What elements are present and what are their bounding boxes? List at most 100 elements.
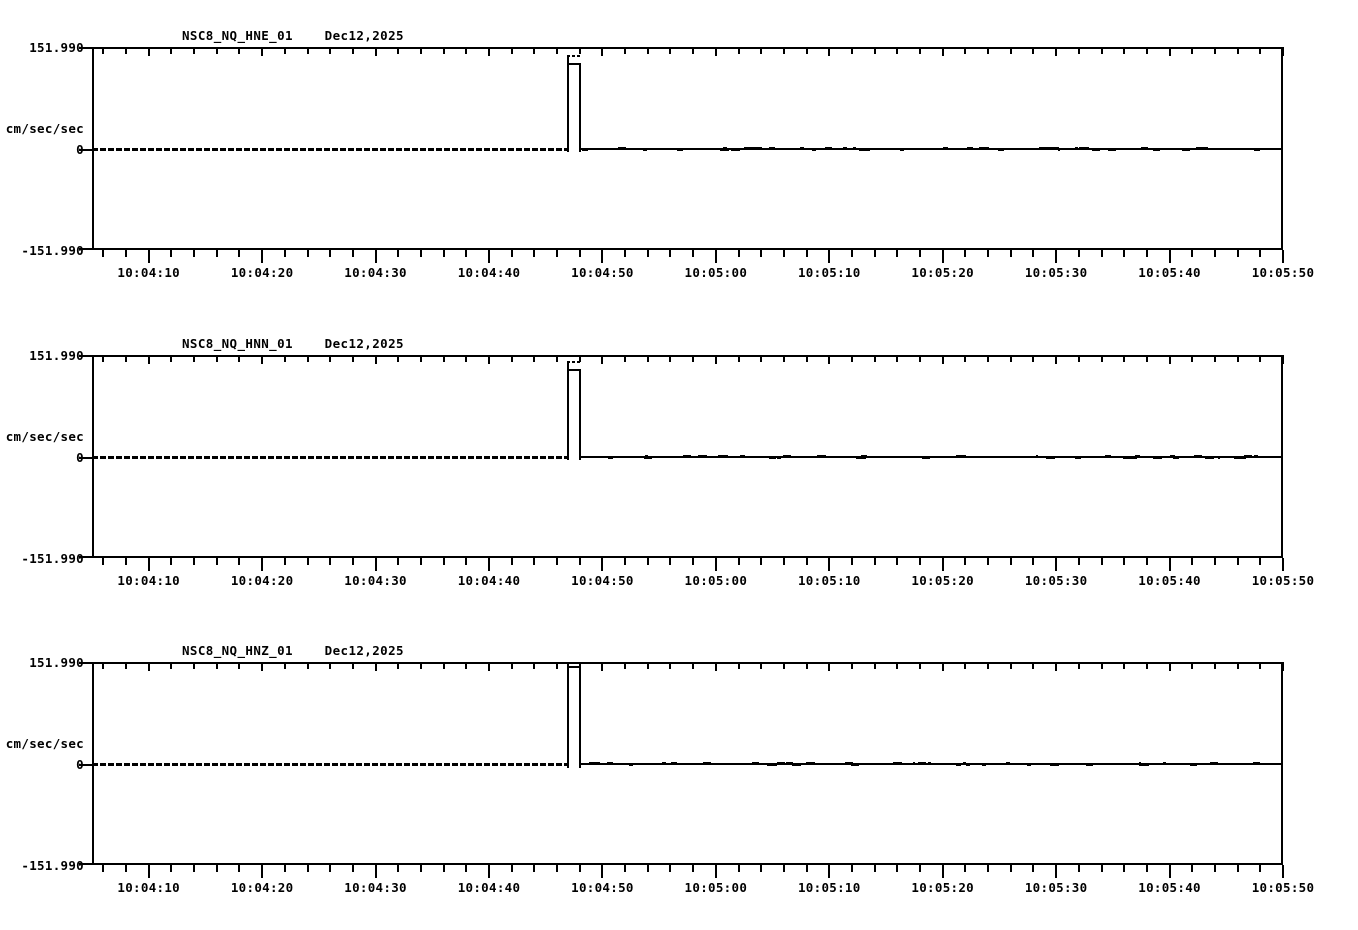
y-tick-zero — [79, 149, 92, 151]
top-minor-tick — [782, 47, 785, 54]
x-axis-tick-label: 10:05:30 — [1024, 573, 1088, 588]
top-major-tick — [941, 662, 944, 671]
x-minor-tick — [1191, 250, 1194, 257]
baseline-noise-fleck — [638, 147, 644, 150]
x-minor-tick — [329, 865, 332, 872]
y-axis-label-max: 151.990 — [29, 348, 84, 363]
x-axis-tick-label: 10:04:20 — [230, 265, 294, 280]
x-minor-tick — [987, 865, 990, 872]
x-minor-tick — [533, 250, 536, 257]
x-minor-tick — [1032, 250, 1035, 257]
x-minor-tick — [397, 558, 400, 565]
x-minor-tick — [1123, 558, 1126, 565]
baseline-noise-fleck — [1170, 454, 1173, 457]
x-minor-tick — [125, 250, 128, 257]
x-minor-tick — [1100, 865, 1103, 872]
top-major-tick — [374, 47, 377, 56]
baseline-noise-fleck — [745, 455, 752, 458]
baseline-noise-fleck — [743, 146, 751, 149]
y-axis-label-max: 151.990 — [29, 655, 84, 670]
top-minor-tick — [578, 47, 581, 54]
x-minor-tick — [419, 865, 422, 872]
baseline-noise-fleck — [810, 147, 815, 150]
top-minor-tick — [125, 47, 128, 54]
baseline-noise-fleck — [604, 762, 615, 765]
panel-title-gap — [293, 28, 325, 43]
baseline-noise-fleck — [696, 147, 705, 150]
baseline-noise-fleck — [767, 763, 778, 766]
top-minor-tick — [919, 355, 922, 362]
baseline-noise-fleck — [1141, 146, 1149, 149]
top-minor-tick — [692, 47, 695, 54]
x-minor-tick — [283, 558, 286, 565]
x-minor-tick — [873, 250, 876, 257]
top-major-tick — [828, 662, 831, 671]
x-axis-tick-label: 10:04:50 — [571, 880, 634, 895]
baseline-noise-fleck — [667, 147, 675, 150]
top-minor-tick — [556, 47, 559, 54]
x-minor-tick — [283, 865, 286, 872]
x-major-tick — [374, 558, 377, 571]
top-minor-tick — [102, 47, 105, 54]
x-minor-tick — [170, 865, 173, 872]
event-spike-falling-edge — [578, 63, 581, 153]
x-minor-tick — [805, 865, 808, 872]
x-axis-tick-label: 10:05:00 — [684, 265, 748, 280]
x-major-tick — [261, 558, 264, 571]
x-minor-tick — [125, 558, 128, 565]
seismogram-panel-hnn: NSC8_NQ_HNN_01 Dec12,2025 151.990 cm/sec… — [0, 336, 1358, 623]
x-axis-tick-label: 10:05:40 — [1138, 573, 1201, 588]
x-minor-tick — [1123, 250, 1126, 257]
y-tick-max — [79, 355, 92, 357]
x-minor-tick — [306, 865, 309, 872]
top-minor-tick — [1077, 47, 1080, 54]
top-minor-tick — [1236, 662, 1239, 669]
top-minor-tick — [533, 47, 536, 54]
baseline-noise-fleck — [766, 455, 769, 458]
x-axis-tick-label: 10:04:50 — [571, 265, 634, 280]
top-major-tick — [147, 47, 150, 56]
top-minor-tick — [1259, 355, 1262, 362]
baseline-noise-fleck — [856, 456, 867, 459]
x-axis-tick-label: 10:04:40 — [457, 265, 521, 280]
baseline-noise-fleck — [875, 762, 886, 765]
baseline-noise-fleck — [1207, 456, 1214, 459]
x-minor-tick — [170, 250, 173, 257]
top-major-tick — [488, 355, 490, 364]
top-minor-tick — [1213, 355, 1216, 362]
y-tick-max — [79, 47, 92, 49]
top-minor-tick — [873, 355, 876, 362]
x-axis-tick-label: 10:05:10 — [797, 573, 861, 588]
baseline-noise-fleck — [1045, 456, 1055, 459]
baseline-noise-fleck — [1025, 455, 1029, 458]
baseline-noise-fleck — [587, 762, 591, 765]
top-minor-tick — [351, 47, 354, 54]
top-minor-tick — [578, 662, 581, 669]
x-minor-tick — [805, 250, 808, 257]
x-minor-tick — [397, 865, 400, 872]
x-major-tick — [1282, 865, 1284, 878]
x-major-tick — [941, 250, 944, 263]
seismogram-panel-hnz: NSC8_NQ_HNZ_01 Dec12,2025 151.990 cm/sec… — [0, 643, 1358, 930]
baseline-noise-fleck — [647, 456, 652, 459]
x-axis-tick-label: 10:05:00 — [684, 573, 748, 588]
baseline-segment-post-event — [579, 762, 1283, 765]
top-minor-tick — [1123, 47, 1126, 54]
baseline-noise-fleck — [811, 148, 816, 151]
baseline-noise-fleck — [1005, 455, 1011, 458]
top-minor-tick — [283, 662, 286, 669]
top-minor-tick — [964, 662, 967, 669]
baseline-noise-fleck — [1088, 147, 1091, 150]
top-major-tick — [601, 47, 604, 56]
y-tick-min — [79, 556, 92, 558]
panel-channel-label: NSC8_NQ_HNN_01 — [182, 336, 293, 351]
x-minor-tick — [215, 558, 218, 565]
baseline-noise-fleck — [791, 763, 801, 766]
top-minor-tick — [1077, 355, 1080, 362]
x-minor-tick — [1145, 250, 1148, 257]
x-minor-tick — [692, 558, 695, 565]
top-minor-tick — [419, 355, 422, 362]
y-axis-label-zero: 0 — [0, 757, 84, 772]
baseline-noise-fleck — [1253, 454, 1258, 457]
baseline-noise-fleck — [617, 146, 626, 149]
